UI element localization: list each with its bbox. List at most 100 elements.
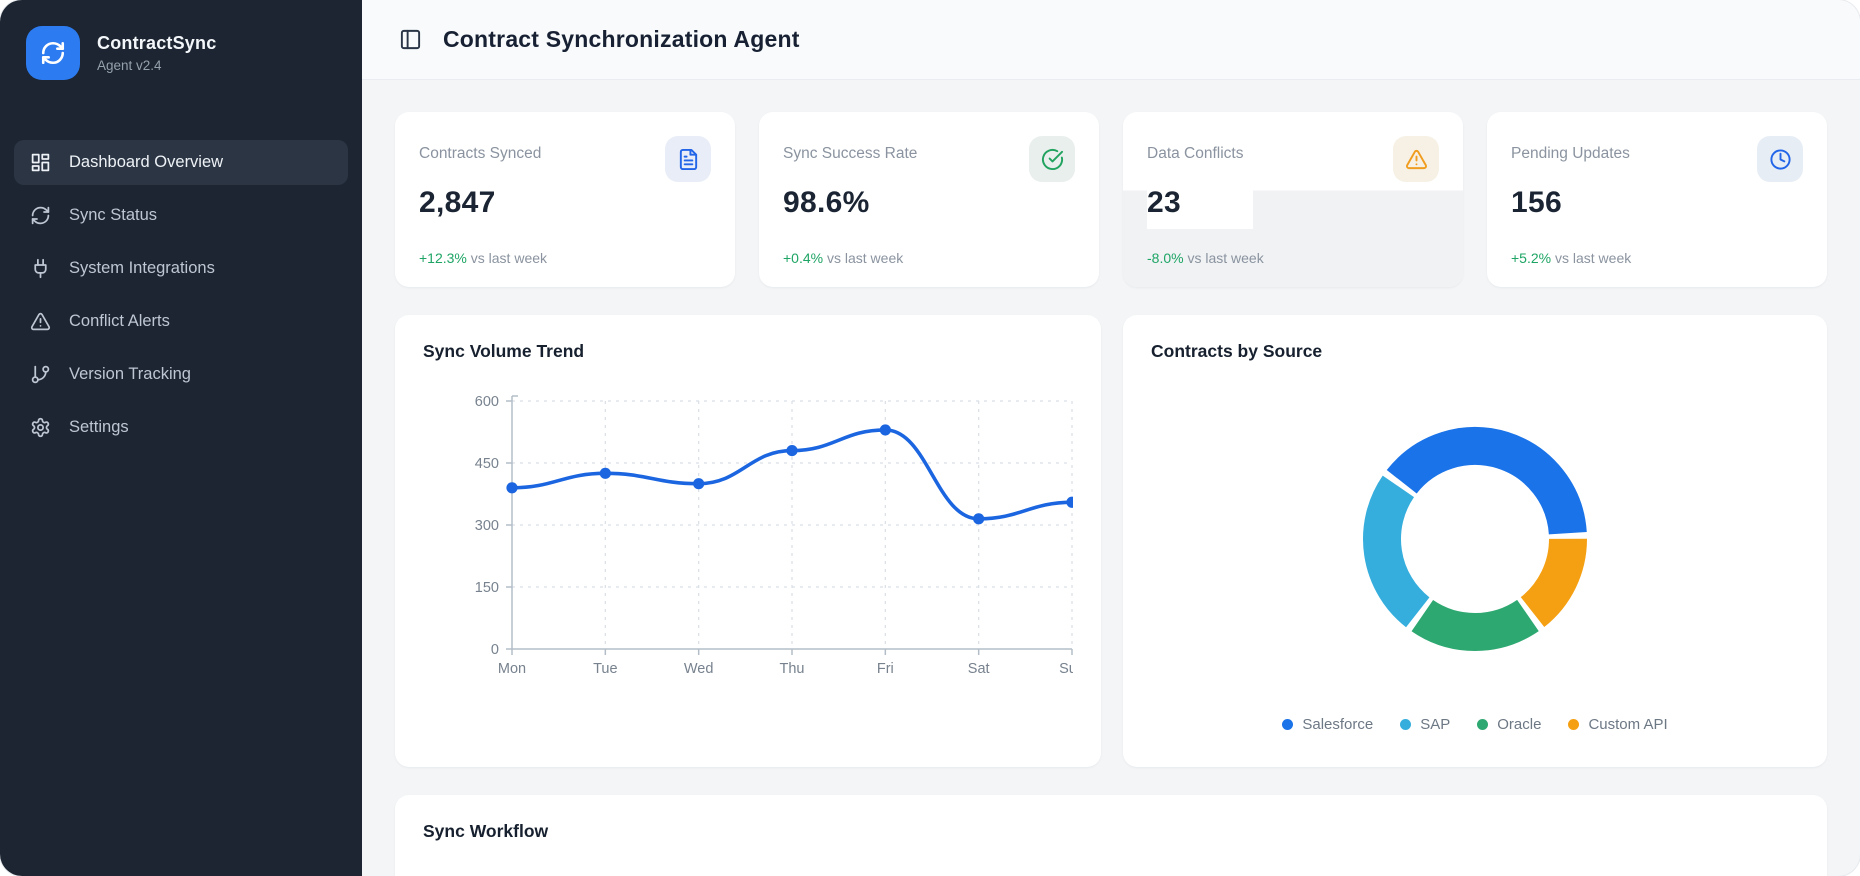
legend-item-oracle[interactable]: Oracle xyxy=(1477,716,1541,733)
legend-item-sap[interactable]: SAP xyxy=(1400,716,1450,733)
stat-label: Data Conflicts xyxy=(1147,145,1244,162)
sidebar-item-label: Settings xyxy=(69,418,129,436)
plug-icon xyxy=(34,258,47,279)
panel-left-icon xyxy=(400,29,421,50)
stat-value: 98.6% xyxy=(783,186,870,219)
workflow-title: Sync Workflow xyxy=(423,821,549,841)
check-circle-icon-badge xyxy=(1029,136,1075,182)
legend-dot-icon xyxy=(1400,719,1412,730)
legend-label: Custom API xyxy=(1588,716,1668,733)
stat-delta-value: -8.0% xyxy=(1147,250,1184,266)
sidebar-item-version-tracking[interactable]: Version Tracking xyxy=(14,352,348,397)
line-chart-point xyxy=(879,424,891,436)
content: Contracts Synced 2,847 +12.3% vs last week… xyxy=(362,80,1860,876)
line-chart-point xyxy=(693,478,705,490)
legend-label: SAP xyxy=(1420,716,1451,733)
donut-chart-card: Contracts by Source Salesforce SAP Oracle C… xyxy=(1123,315,1827,767)
donut-segment-sap xyxy=(1363,475,1430,628)
alert-triangle-icon-badge xyxy=(1393,136,1439,182)
sidebar-item-system-integrations[interactable]: System Integrations xyxy=(14,246,348,291)
stat-label: Pending Updates xyxy=(1511,145,1630,162)
donut-chart-title: Contracts by Source xyxy=(1151,341,1323,361)
line-chart-title: Sync Volume Trend xyxy=(423,341,585,361)
donut-chart-svg xyxy=(1363,427,1588,651)
line-chart: 0 150 300 450 600 Mon Tue Wed Thu Fri Sat Sun xyxy=(423,386,1073,686)
brand-version: Agent v2.4 xyxy=(97,58,162,73)
stat-label: Sync Success Rate xyxy=(783,145,918,162)
stat-value: 156 xyxy=(1511,186,1562,219)
stat-delta: +5.2% vs last week xyxy=(1511,250,1631,266)
legend-label: Salesforce xyxy=(1302,716,1374,733)
sidebar-item-label: Conflict Alerts xyxy=(69,312,170,330)
stat-delta-note: vs last week xyxy=(1551,250,1632,266)
sidebar-item-label: System Integrations xyxy=(69,259,215,277)
dashboard-grid-icon xyxy=(31,153,50,172)
donut-segment-salesforce xyxy=(1386,427,1587,535)
stat-delta-value: +5.2% xyxy=(1511,250,1552,266)
donut-chart xyxy=(1340,362,1610,674)
git-branch-icon xyxy=(31,365,50,384)
sidebar-item-label: Dashboard Overview xyxy=(69,153,224,171)
donut-segment-oracle xyxy=(1411,599,1539,651)
file-text-icon-badge xyxy=(665,136,711,182)
svg-text:150: 150 xyxy=(475,580,499,596)
legend-item-custom-api[interactable]: Custom API xyxy=(1568,716,1668,733)
sync-logo-icon xyxy=(26,26,80,80)
line-chart-point xyxy=(599,467,611,479)
stats-row: Contracts Synced 2,847 +12.3% vs last week… xyxy=(395,112,1827,287)
sidebar-item-sync-status[interactable]: Sync Status xyxy=(14,193,348,238)
line-chart-card: Sync Volume Trend 0 150 300 450 600 Mon Tue Wed… xyxy=(395,315,1101,767)
sidebar-nav: Dashboard Overview Sync Status System Inte… xyxy=(0,140,362,450)
sidebar-item-dashboard-overview[interactable]: Dashboard Overview xyxy=(14,140,348,185)
brand: ContractSync Agent v2.4 xyxy=(0,26,362,80)
svg-text:Mon: Mon xyxy=(498,661,526,677)
stat-delta-note: vs last week xyxy=(466,250,548,266)
legend-item-salesforce[interactable]: Salesforce xyxy=(1282,716,1373,733)
stat-delta-note: vs last week xyxy=(823,250,904,266)
svg-text:Fri: Fri xyxy=(877,661,894,677)
main-area: Contract Synchronization Agent Contracts… xyxy=(362,0,1860,876)
svg-text:450: 450 xyxy=(475,456,499,472)
sidebar: ContractSync Agent v2.4 Dashboard Overvi… xyxy=(0,0,362,876)
sidebar-item-settings[interactable]: Settings xyxy=(14,405,348,450)
svg-text:Wed: Wed xyxy=(684,661,714,677)
stat-card-pending-updates: Pending Updates 156 +5.2% vs last week xyxy=(1487,112,1827,287)
line-chart-point xyxy=(1066,496,1073,508)
clock-icon xyxy=(1769,148,1791,170)
legend-dot-icon xyxy=(1477,719,1489,730)
svg-text:0: 0 xyxy=(491,642,499,658)
svg-text:Tue: Tue xyxy=(593,661,617,677)
sidebar-item-conflict-alerts[interactable]: Conflict Alerts xyxy=(14,299,348,344)
stat-delta: -8.0% vs last week xyxy=(1147,250,1264,266)
check-circle-icon xyxy=(1041,148,1063,170)
header: Contract Synchronization Agent xyxy=(362,0,1860,80)
sidebar-item-label: Sync Status xyxy=(69,206,158,224)
stat-label: Contracts Synced xyxy=(419,145,542,162)
donut-segment-custom-api xyxy=(1520,538,1588,628)
svg-text:300: 300 xyxy=(475,518,499,534)
svg-text:Sun: Sun xyxy=(1059,661,1073,677)
clock-icon-badge xyxy=(1757,136,1803,182)
sidebar-item-label: Version Tracking xyxy=(69,365,191,383)
line-chart-point xyxy=(786,445,798,457)
legend-label: Oracle xyxy=(1497,716,1542,733)
stat-delta: +0.4% vs last week xyxy=(783,250,903,266)
gear-icon xyxy=(31,417,50,438)
svg-text:Thu: Thu xyxy=(780,661,805,677)
line-chart-point xyxy=(506,482,518,494)
workflow-card: Sync Workflow xyxy=(395,795,1827,876)
svg-text:Sat: Sat xyxy=(968,661,990,677)
line-chart-point xyxy=(973,513,985,525)
donut-legend: Salesforce SAP Oracle Custom API xyxy=(1282,716,1668,733)
file-text-icon xyxy=(679,148,697,170)
stat-delta-value: +12.3% xyxy=(419,250,467,266)
charts-row: Sync Volume Trend 0 150 300 450 600 Mon Tue Wed… xyxy=(395,315,1827,767)
line-chart-svg: 0 150 300 450 600 Mon Tue Wed Thu Fri Sat Sun xyxy=(475,394,1073,677)
brand-name: ContractSync xyxy=(97,33,217,53)
legend-dot-icon xyxy=(1568,719,1580,730)
stat-value: 2,847 xyxy=(419,186,496,219)
panel-left-icon[interactable] xyxy=(399,28,422,51)
stat-delta-value: +0.4% xyxy=(783,250,824,266)
stat-delta: +12.3% vs last week xyxy=(419,250,547,266)
